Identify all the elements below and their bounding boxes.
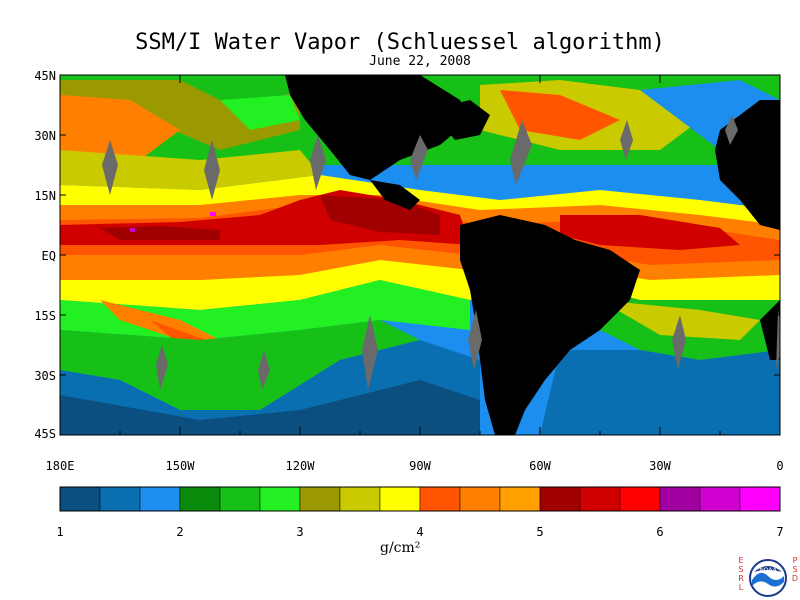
colorbar-tick-label: 6 xyxy=(656,525,663,539)
colorbar-swatch xyxy=(139,486,181,512)
map-title: SSM/I Water Vapor (Schluessel algorithm) xyxy=(135,30,665,55)
lat-label: 15S xyxy=(34,309,56,323)
svg-text:NOAA: NOAA xyxy=(759,567,777,574)
lon-label: 60W xyxy=(529,459,551,473)
colorbar-swatch xyxy=(99,486,141,512)
colorbar-swatch xyxy=(59,486,101,512)
colorbar-swatch xyxy=(419,486,461,512)
colorbar-tick-label: 7 xyxy=(776,525,783,539)
lon-label: 0 xyxy=(776,459,783,473)
north-america-land xyxy=(285,75,470,180)
colorbar-swatch xyxy=(539,486,581,512)
lat-label: 15N xyxy=(34,189,56,203)
south-america-land xyxy=(460,215,640,435)
lon-label: 30W xyxy=(649,459,671,473)
colorbar-frame xyxy=(59,486,781,512)
lon-label: 150W xyxy=(166,459,196,473)
colorbar-swatch xyxy=(299,486,341,512)
lat-label: 30N xyxy=(34,129,56,143)
noaa-logo-icon: NOAA xyxy=(749,559,787,597)
lat-label: 45N xyxy=(34,69,56,83)
colorbar-tick-label: 2 xyxy=(176,525,183,539)
colorbar-swatch xyxy=(339,486,381,512)
colorbar-swatch xyxy=(699,486,741,512)
esrl-logo-text: E S R L xyxy=(738,556,744,592)
colorbar-swatch xyxy=(579,486,621,512)
central-america-land xyxy=(370,180,420,210)
colorbar-swatch xyxy=(179,486,221,512)
lat-label: 45S xyxy=(34,427,56,441)
colorbar-swatch xyxy=(659,486,701,512)
colorbar-ticks: 1 2 3 4 5 6 7 xyxy=(56,525,783,539)
lat-label: EQ xyxy=(42,249,56,263)
colorbar-swatch xyxy=(259,486,301,512)
lat-label: 30S xyxy=(34,369,56,383)
colorbar-swatch xyxy=(219,486,261,512)
lon-label: 120W xyxy=(286,459,316,473)
colorbar-tick-label: 4 xyxy=(416,525,423,539)
colorbar xyxy=(59,486,781,512)
psd-logo-text: P S D xyxy=(791,556,799,583)
colorbar-units: g/cm² xyxy=(380,540,421,556)
lon-label: 90W xyxy=(409,459,431,473)
colorbar-swatch xyxy=(459,486,501,512)
colorbar-swatch xyxy=(619,486,661,512)
colorbar-tick-label: 5 xyxy=(536,525,543,539)
colorbar-swatch xyxy=(499,486,541,512)
colorbar-swatch xyxy=(739,486,781,512)
colorbar-tick-label: 3 xyxy=(296,525,303,539)
colorbar-swatch xyxy=(379,486,421,512)
colorbar-tick-label: 1 xyxy=(56,525,63,539)
lon-label: 180E xyxy=(46,459,75,473)
map-date: June 22, 2008 xyxy=(369,54,471,69)
